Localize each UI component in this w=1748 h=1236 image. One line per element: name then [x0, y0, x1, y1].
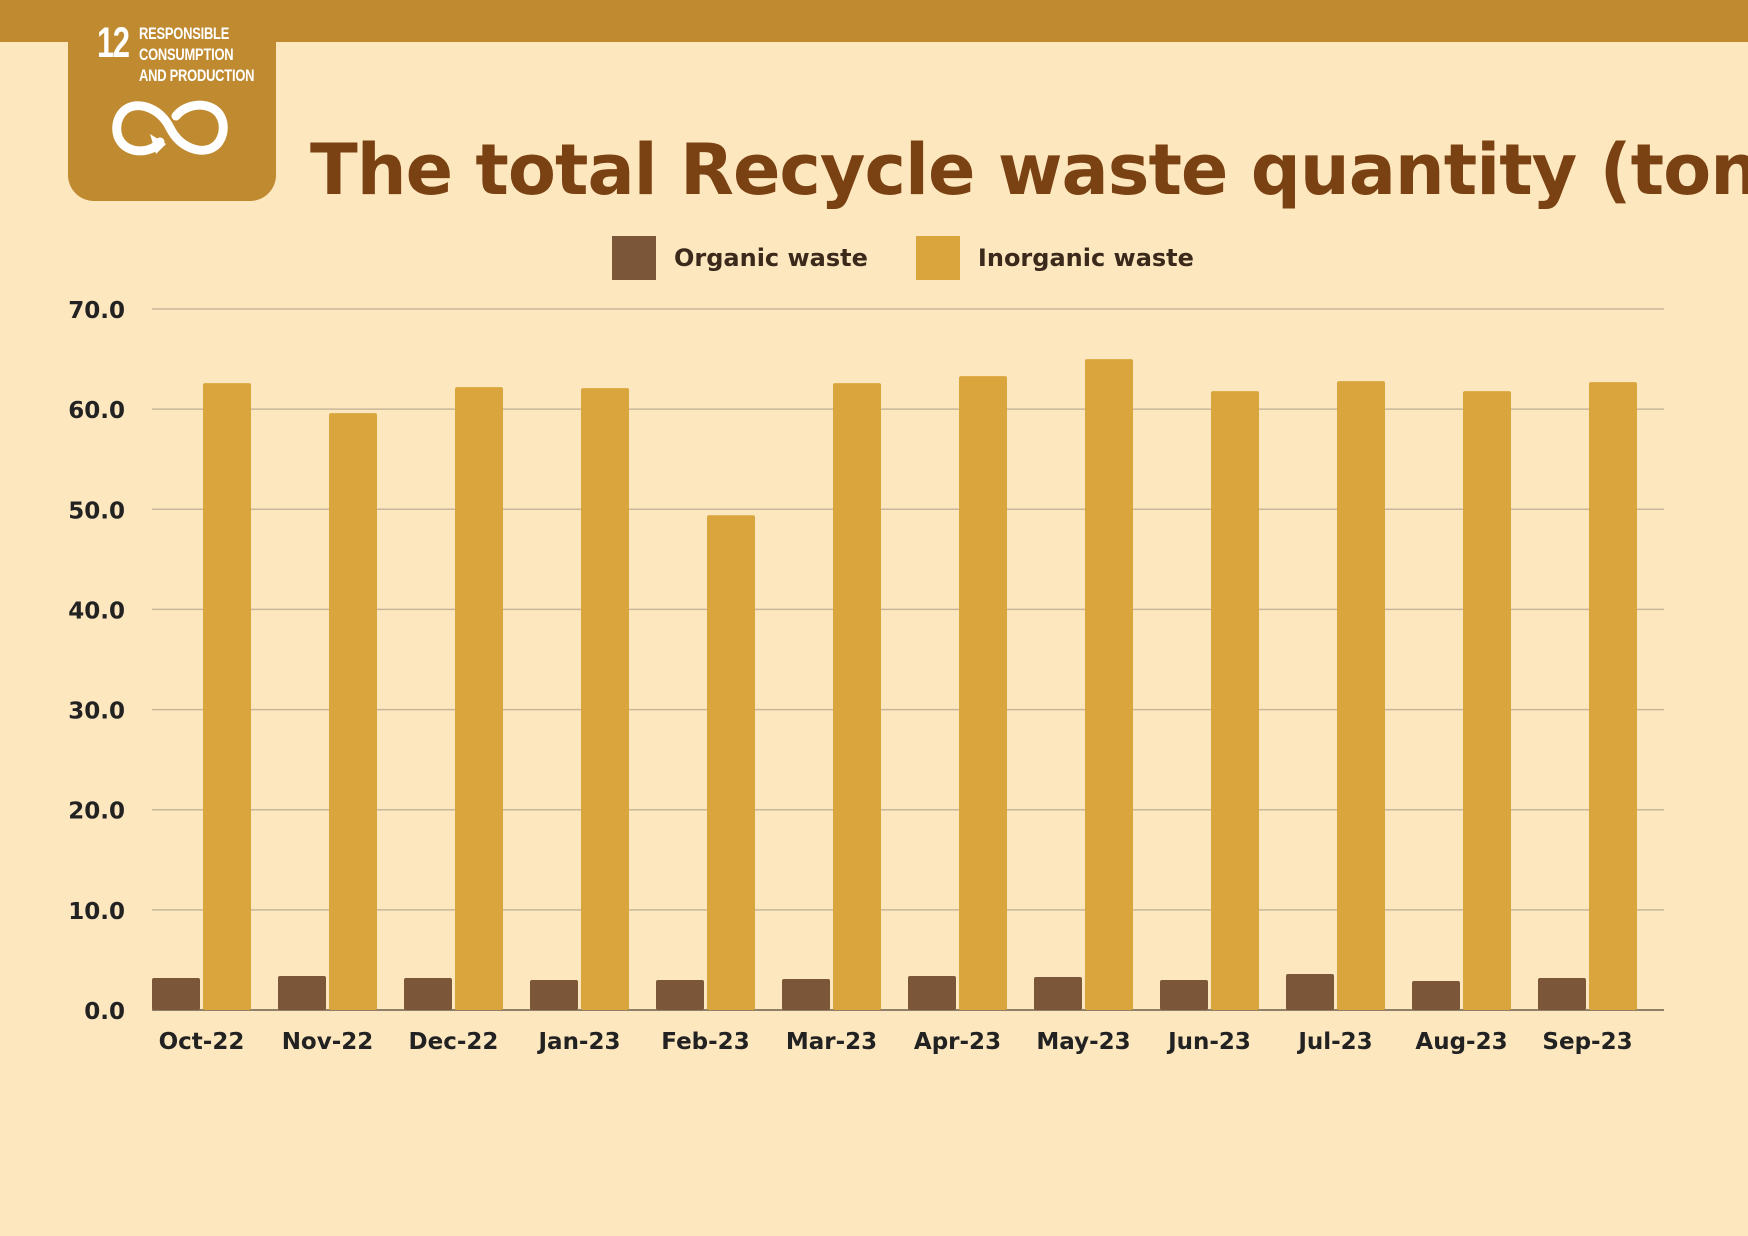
infinity-arrow-icon	[112, 100, 228, 156]
bar-organic	[1412, 980, 1460, 1010]
y-tick-label: 70.0	[68, 298, 125, 324]
bar-inorganic	[203, 383, 251, 1010]
bar-organic	[908, 975, 956, 1010]
bar-inorganic	[1085, 359, 1133, 1011]
legend-label-organic: Organic waste	[674, 244, 868, 272]
y-axis-tick-labels: 0.0 10.0 20.0 30.0 40.0 50.0 60.0 70.0	[68, 298, 125, 1025]
y-tick-label: 0.0	[84, 999, 125, 1025]
y-tick-label: 30.0	[68, 699, 125, 725]
bar-organic	[656, 979, 704, 1010]
legend-label-inorganic: Inorganic waste	[977, 244, 1194, 272]
x-tick-label: Nov-22	[282, 1029, 374, 1055]
x-tick-label: Oct-22	[159, 1029, 245, 1055]
bar-inorganic	[581, 388, 629, 1010]
y-tick-label: 20.0	[68, 799, 125, 825]
legend-swatch-inorganic	[915, 236, 960, 280]
legend-item-inorganic: Inorganic waste	[915, 236, 1194, 280]
x-tick-label: Aug-23	[1415, 1029, 1507, 1055]
x-tick-label: Jul-23	[1296, 1029, 1372, 1055]
legend-item-organic: Organic waste	[612, 236, 868, 280]
y-tick-label: 10.0	[68, 899, 125, 925]
x-tick-label: May-23	[1036, 1029, 1130, 1055]
top-band	[0, 0, 1748, 42]
x-tick-label: Jan-23	[536, 1029, 620, 1055]
bar-inorganic	[959, 376, 1007, 1010]
x-axis-tick-labels: Oct-22 Nov-22 Dec-22 Jan-23 Feb-23 Mar-23 Apr-…	[159, 1029, 1633, 1055]
bar-organic	[1538, 977, 1586, 1010]
x-tick-label: Dec-22	[409, 1029, 499, 1055]
bar-inorganic	[833, 383, 881, 1010]
bar-inorganic	[1589, 382, 1637, 1011]
x-tick-label: Jun-23	[1166, 1029, 1251, 1055]
bar-inorganic	[455, 387, 503, 1010]
sdg-badge: 12 RESPONSIBLE CONSUMPTION AND PRODUCTIO…	[68, 0, 276, 201]
x-tick-label: Sep-23	[1542, 1029, 1632, 1055]
bars	[152, 359, 1637, 1011]
x-tick-label: Mar-23	[786, 1029, 877, 1055]
chart-title: The total Recycle waste quantity (tons)	[310, 129, 1748, 211]
sdg-number: 12	[97, 19, 130, 67]
sdg-goal-line-3: AND PRODUCTION	[139, 66, 255, 85]
sdg-goal-line-1: RESPONSIBLE	[139, 24, 230, 43]
bar-organic	[278, 975, 326, 1010]
bar-organic	[152, 977, 200, 1010]
bar-organic	[1034, 976, 1082, 1010]
x-tick-label: Feb-23	[661, 1029, 749, 1055]
sdg-goal-text: RESPONSIBLE CONSUMPTION AND PRODUCTION	[139, 23, 291, 86]
y-tick-label: 40.0	[68, 598, 125, 624]
y-tick-label: 50.0	[68, 498, 125, 524]
bar-inorganic	[1463, 391, 1511, 1010]
bar-inorganic	[329, 413, 377, 1010]
bar-inorganic	[1211, 391, 1259, 1010]
gridlines	[152, 308, 1664, 1011]
sdg-goal-line-2: CONSUMPTION	[139, 45, 234, 64]
bar-inorganic	[707, 515, 755, 1010]
bar-inorganic	[1337, 381, 1385, 1010]
legend-swatch-organic	[612, 236, 656, 280]
y-tick-label: 60.0	[68, 398, 125, 424]
bar-organic	[404, 977, 452, 1010]
bar-organic	[530, 979, 578, 1010]
bar-organic	[782, 978, 830, 1010]
bar-organic	[1286, 973, 1334, 1010]
chart-legend: Organic waste Inorganic waste	[612, 236, 1242, 280]
bar-organic	[1160, 979, 1208, 1010]
x-tick-label: Apr-23	[914, 1029, 1001, 1055]
